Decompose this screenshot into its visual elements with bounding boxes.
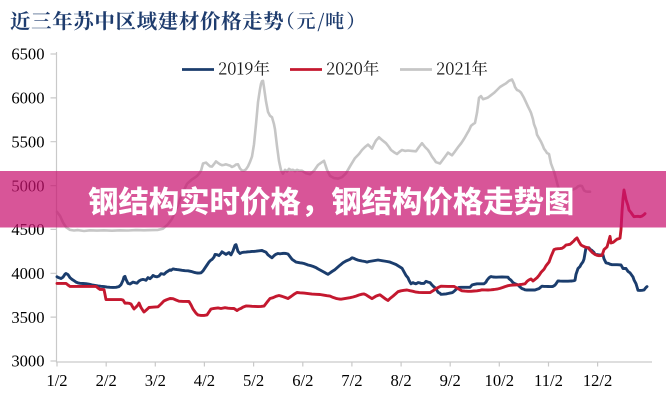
svg-text:1/2: 1/2 bbox=[46, 371, 67, 390]
svg-text:4/2: 4/2 bbox=[194, 371, 215, 390]
svg-text:9/2: 9/2 bbox=[440, 371, 461, 390]
svg-text:5500: 5500 bbox=[11, 132, 44, 151]
svg-text:4000: 4000 bbox=[11, 264, 44, 283]
svg-text:6000: 6000 bbox=[11, 89, 44, 108]
svg-text:12/2: 12/2 bbox=[583, 371, 613, 390]
svg-text:10/2: 10/2 bbox=[485, 371, 515, 390]
svg-text:3000: 3000 bbox=[11, 352, 44, 371]
svg-text:3/2: 3/2 bbox=[145, 371, 166, 390]
svg-text:7/2: 7/2 bbox=[341, 371, 362, 390]
svg-text:6500: 6500 bbox=[11, 45, 44, 64]
svg-text:5/2: 5/2 bbox=[243, 371, 264, 390]
svg-text:3500: 3500 bbox=[11, 308, 44, 327]
svg-text:6/2: 6/2 bbox=[292, 371, 313, 390]
svg-text:11/2: 11/2 bbox=[534, 371, 563, 390]
svg-text:2/2: 2/2 bbox=[96, 371, 117, 390]
svg-text:8/2: 8/2 bbox=[390, 371, 411, 390]
